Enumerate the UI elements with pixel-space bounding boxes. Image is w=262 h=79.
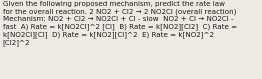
Text: Given the following proposed mechanism, predict the rate law
for the overall rea: Given the following proposed mechanism, … bbox=[3, 1, 237, 46]
